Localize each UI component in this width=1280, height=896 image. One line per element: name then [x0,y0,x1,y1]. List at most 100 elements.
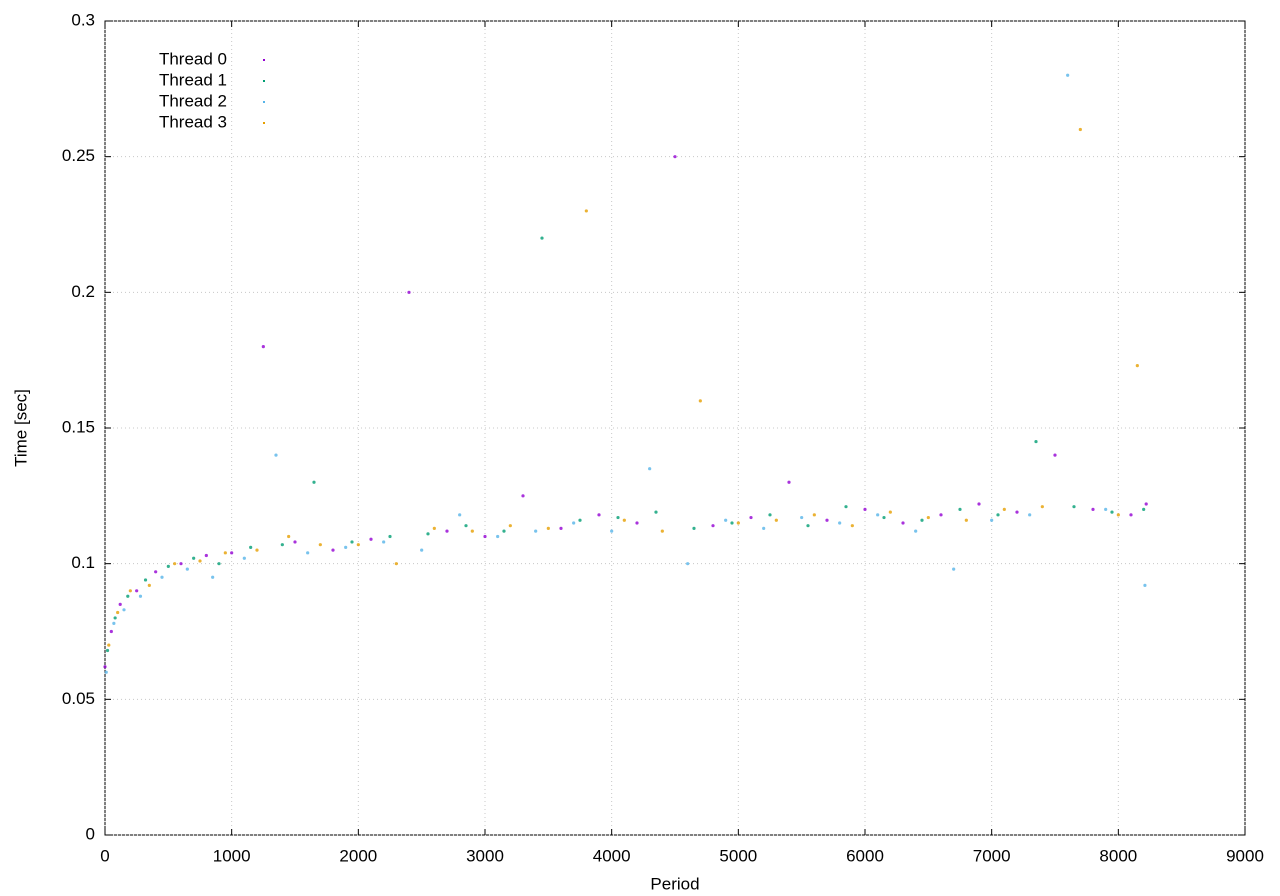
point [192,556,196,560]
point [654,510,658,514]
point [147,583,151,587]
point [1053,453,1057,457]
point [1129,513,1133,517]
point [1002,507,1006,511]
x-tick-label: 3000 [466,846,504,865]
point [610,529,614,533]
point [382,540,386,544]
point [496,534,500,539]
point [1034,439,1038,444]
point [211,575,215,579]
point [154,570,158,574]
point [660,529,664,533]
point [616,515,620,520]
point [143,578,148,582]
point [920,518,924,522]
point [850,524,854,528]
point [1144,502,1148,506]
point [762,526,766,530]
point [1066,73,1070,77]
point [1040,505,1044,509]
y-tick-label: 0 [86,824,95,843]
point [1091,507,1095,511]
point [711,524,715,528]
point [863,507,867,511]
point [1142,507,1146,511]
point [876,513,880,517]
point [464,524,468,528]
point [977,502,981,506]
point [534,529,538,533]
point [952,567,956,571]
point [926,515,930,520]
point [166,564,170,568]
point [318,543,322,547]
point [648,467,652,471]
point [996,513,1000,517]
point [673,155,677,159]
point [540,236,544,240]
point [104,670,108,674]
x-tick-label: 6000 [846,846,884,865]
point [230,551,234,555]
point [223,551,227,555]
y-tick-label: 0.15 [62,417,95,436]
point [138,594,143,598]
legend-swatch [263,101,265,103]
legend-label: Thread 1 [159,70,227,89]
point [107,643,111,647]
y-tick-label: 0.05 [62,689,95,708]
legend-label: Thread 3 [159,112,227,131]
point [331,548,335,552]
point [768,513,772,517]
point [584,209,588,213]
point [559,526,563,530]
point [432,526,436,530]
x-tick-label: 5000 [719,846,757,865]
point [787,480,791,484]
point [407,290,411,294]
x-tick-label: 0 [100,846,109,865]
point [692,526,696,530]
point [1078,127,1082,132]
point [800,515,804,520]
point [217,562,221,566]
point [113,616,117,620]
x-tick-label: 8000 [1099,846,1137,865]
point [470,529,474,533]
point [546,526,550,530]
point [420,548,424,552]
point [1116,513,1120,517]
point [806,524,810,528]
point [958,507,962,511]
point [287,534,291,539]
point [198,559,202,563]
point [578,518,582,522]
point [118,602,122,606]
point [1110,510,1114,514]
point [128,589,132,593]
point [135,589,139,593]
point [724,518,728,522]
y-tick-label: 0.2 [71,282,95,301]
point [458,513,462,517]
x-tick-label: 4000 [593,846,631,865]
point [426,532,430,536]
point [730,521,734,525]
point [116,610,120,615]
point [502,529,506,533]
point [812,513,816,517]
point [293,540,297,544]
point [179,562,183,566]
point [109,629,113,634]
point [126,594,130,598]
point [312,480,316,484]
y-tick-label: 0.3 [71,10,95,29]
point [105,648,110,653]
point [825,518,829,522]
point [160,575,164,579]
point [249,545,253,549]
point [964,518,968,522]
point [1072,505,1076,509]
point [1143,583,1147,587]
